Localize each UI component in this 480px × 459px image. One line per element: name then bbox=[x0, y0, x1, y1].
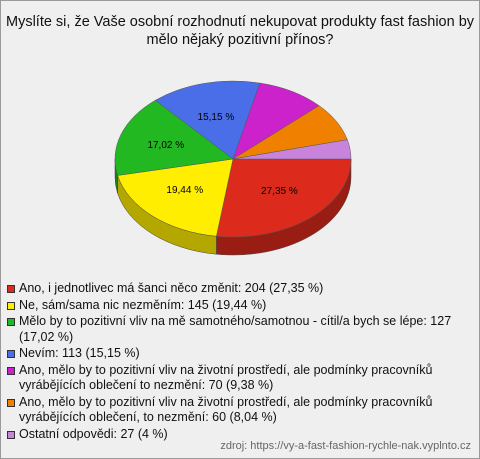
value-label: 27,35 % bbox=[261, 186, 298, 197]
legend-swatch bbox=[7, 398, 15, 407]
legend-swatch bbox=[7, 301, 15, 310]
legend-item: Ostatní odpovědi: 27 (4 %) bbox=[7, 427, 469, 443]
legend-swatch bbox=[7, 318, 15, 326]
legend-item: Mělo by to pozitivní vliv na mě samotnéh… bbox=[7, 314, 469, 345]
slice bbox=[117, 158, 234, 237]
legend-item: Nevím: 113 (15,15 %) bbox=[7, 346, 469, 362]
legend-label: Mělo by to pozitivní vliv na mě samotnéh… bbox=[19, 314, 452, 344]
value-label: 19,44 % bbox=[166, 185, 203, 196]
legend-swatch bbox=[7, 430, 15, 439]
slice bbox=[114, 99, 234, 176]
legend-label: Ostatní odpovědi: 27 (4 %) bbox=[19, 426, 168, 441]
legend-label: Ano, mělo by to pozitivní vliv na životn… bbox=[19, 362, 433, 393]
slice bbox=[216, 158, 352, 238]
legend-swatch bbox=[7, 350, 15, 358]
value-label: 17,02 % bbox=[147, 140, 184, 151]
value-label: 15,15 % bbox=[198, 112, 235, 123]
source: zdroj: https://vy-a-fast-fashion-rychle-… bbox=[220, 440, 471, 452]
legend-item: Ano, mělo by to pozitivní vliv na životn… bbox=[7, 395, 469, 426]
legend-item: Ano, mělo by to pozitivní vliv na životn… bbox=[7, 363, 469, 394]
chart-title: Myslíte si, že Vaše osobní rozhodnutí ne… bbox=[5, 14, 475, 48]
legend-label: Ne, sám/sama nic nezměním: 145 (19,44 %) bbox=[19, 297, 267, 312]
legend-label: Ano, mělo by to pozitivní vliv na životn… bbox=[19, 394, 433, 425]
pie: 27,35 % 19,44 % 17,02 % 15,15 % bbox=[114, 80, 352, 256]
slice bbox=[154, 80, 261, 160]
legend-swatch bbox=[7, 366, 15, 375]
legend-item: Ano, i jednotlivec má šanci něco změnit:… bbox=[7, 281, 469, 297]
legend-label: Nevím: 113 (15,15 %) bbox=[19, 346, 140, 360]
legend-label: Ano, i jednotlivec má šanci něco změnit:… bbox=[19, 281, 324, 295]
legend: Ano, i jednotlivec má šanci něco změnit:… bbox=[7, 281, 469, 443]
legend-item: Ne, sám/sama nic nezměním: 145 (19,44 %) bbox=[7, 298, 469, 314]
slice bbox=[232, 139, 352, 160]
legend-swatch bbox=[7, 285, 15, 293]
